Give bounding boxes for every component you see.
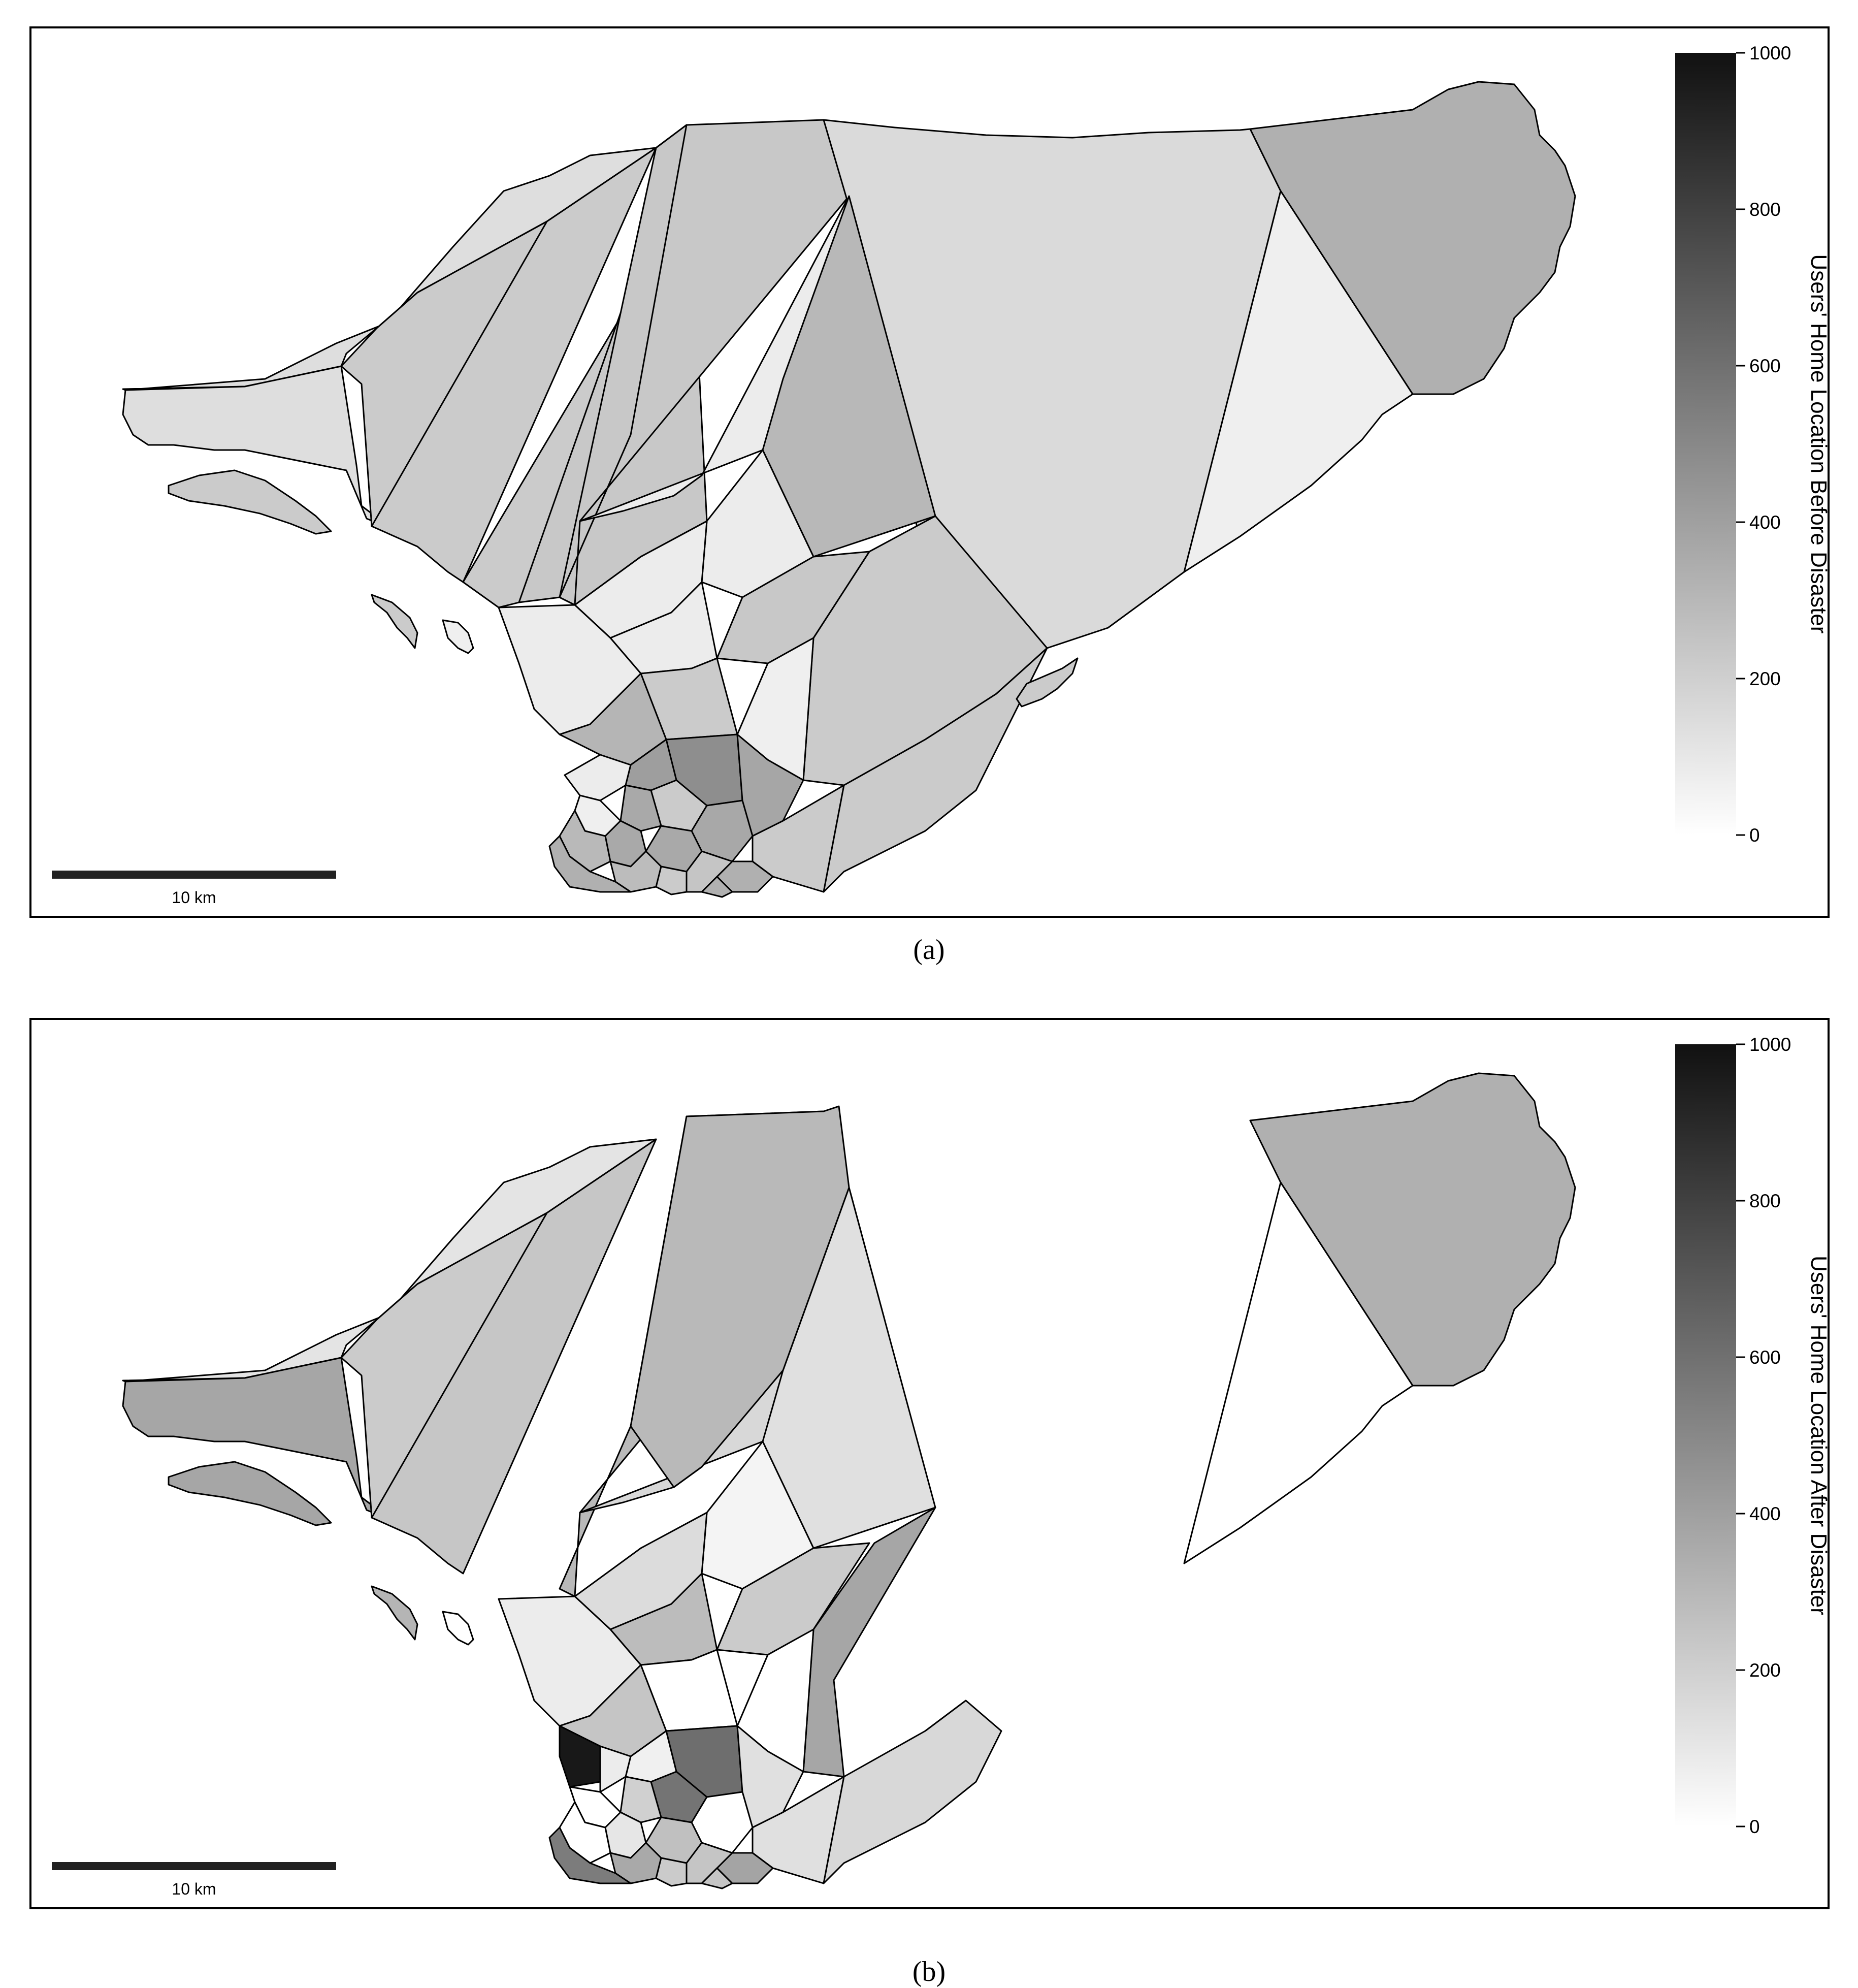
region-cell — [1249, 1072, 1576, 1387]
region-cell — [1183, 190, 1414, 573]
colorbar-tick-label: 200 — [1749, 668, 1781, 689]
region-cell — [655, 865, 688, 895]
colorbar — [1675, 1044, 1736, 1826]
colorbar — [1675, 53, 1736, 835]
region-cell — [823, 647, 1048, 893]
colorbar-tick-label: 400 — [1749, 1503, 1781, 1524]
map-panel-after: 10 km 0 200 400 600 800 1000 Users' Home Loca… — [29, 1018, 1830, 1909]
region-cell — [620, 784, 662, 832]
region-cell — [599, 1745, 632, 1793]
scale-bar — [52, 1862, 336, 1870]
figure-caption-a: (a) — [913, 934, 945, 966]
colorbar-tick-label: 800 — [1749, 1191, 1781, 1211]
island — [442, 619, 474, 654]
colorbar-ticks: 0 200 400 600 800 1000 — [1736, 43, 1791, 846]
region-cell — [823, 1700, 1002, 1884]
colorbar-tick-label: 0 — [1749, 825, 1760, 846]
region-cell — [122, 365, 416, 530]
region-cell — [1249, 81, 1576, 395]
colorbar-tick-label: 800 — [1749, 199, 1781, 220]
island — [168, 469, 332, 535]
island — [1016, 657, 1079, 708]
map-panel-before: 10 km 0 200 400 600 800 1000 Users' Home Loca… — [29, 26, 1830, 918]
colorbar-title: Users' Home Location Before Disaster — [1806, 254, 1828, 634]
figure-caption-b: (b) — [912, 1956, 946, 1987]
region-cell — [122, 1357, 416, 1521]
scale-bar — [52, 871, 336, 879]
map-canvas-before: 10 km 0 200 400 600 800 1000 Users' Home Loca… — [52, 43, 1828, 907]
island — [371, 1585, 418, 1641]
colorbar-tick-label: 1000 — [1749, 1034, 1791, 1055]
island — [168, 1461, 332, 1526]
colorbar-tick-label: 600 — [1749, 1347, 1781, 1368]
island — [442, 1611, 474, 1646]
region-cell — [122, 147, 657, 391]
colorbar-tick-label: 600 — [1749, 356, 1781, 376]
region-cell — [701, 1440, 814, 1590]
region-cell — [701, 449, 814, 598]
scale-bar-label: 10 km — [172, 888, 216, 907]
region-cell — [701, 876, 733, 898]
region-cell — [371, 1138, 657, 1575]
region-cell — [122, 1138, 657, 1383]
colorbar-tick-label: 400 — [1749, 512, 1781, 533]
region-cell — [630, 1105, 850, 1488]
region-cell — [548, 1826, 632, 1884]
map-canvas-after: 10 km 0 200 400 600 800 1000 Users' Home Loca… — [52, 1034, 1828, 1898]
colorbar-title: Users' Home Location After Disaster — [1806, 1256, 1828, 1615]
region-cell — [1183, 1181, 1414, 1564]
scale-bar-label: 10 km — [172, 1880, 216, 1898]
region-cell — [620, 1776, 662, 1823]
region-cell — [655, 1857, 688, 1887]
island — [371, 594, 418, 649]
region-cell — [548, 835, 632, 893]
region-cell — [701, 1867, 733, 1889]
colorbar-ticks: 0 200 400 600 800 1000 — [1736, 1034, 1791, 1837]
region-cell — [564, 754, 632, 801]
region-cell — [559, 1725, 601, 1788]
colorbar-tick-label: 1000 — [1749, 43, 1791, 63]
colorbar-tick-label: 200 — [1749, 1660, 1781, 1681]
colorbar-tick-label: 0 — [1749, 1816, 1760, 1837]
